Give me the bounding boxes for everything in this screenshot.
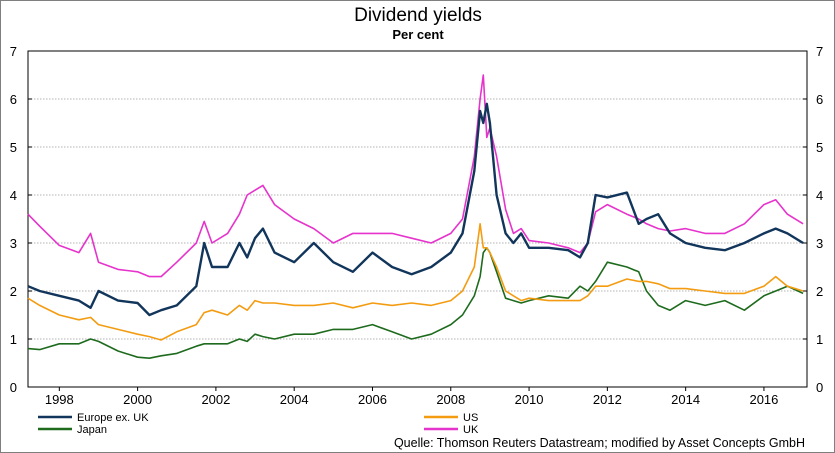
x-axis: 1998 2000 2002 2004 2006 2008 2010 2012 2014 2016 — [45, 387, 778, 407]
series-lines — [27, 74, 804, 360]
gridlines — [28, 98, 807, 340]
y-tick-label-right: 4 — [816, 188, 823, 203]
y-tick-label-left: 0 — [10, 380, 17, 395]
y-tick-label-left: 1 — [10, 332, 17, 347]
series-line-europe-ex-uk — [27, 102, 804, 317]
legend: Europe ex. UK Japan US UK — [38, 412, 479, 436]
chart-subtitle: Per cent — [392, 27, 444, 42]
y-tick-label-left: 6 — [10, 92, 17, 107]
x-tick-label: 1998 — [45, 392, 74, 407]
y-tick-label-left: 7 — [10, 44, 17, 59]
x-tick-label: 2008 — [436, 392, 465, 407]
x-tick-label: 2012 — [593, 392, 622, 407]
y-tick-label-right: 6 — [816, 92, 823, 107]
y-axis-left: 0 1 2 3 4 5 6 7 — [10, 44, 32, 395]
y-tick-label-right: 0 — [816, 380, 823, 395]
x-tick-label: 2002 — [201, 392, 230, 407]
source-note: Quelle: Thomson Reuters Datastream; modi… — [394, 436, 805, 450]
series-line-uk — [27, 74, 804, 278]
y-tick-label-right: 1 — [816, 332, 823, 347]
x-tick-label: 2006 — [358, 392, 387, 407]
legend-label-japan: Japan — [77, 424, 107, 436]
x-tick-label: 2004 — [280, 392, 309, 407]
y-tick-label-left: 3 — [10, 236, 17, 251]
plot-area — [27, 50, 808, 388]
legend-label-europe-ex-uk: Europe ex. UK — [77, 412, 149, 424]
x-tick-label: 2016 — [749, 392, 778, 407]
series-line-japan — [27, 247, 804, 360]
y-tick-label-left: 2 — [10, 284, 17, 299]
chart-title: Dividend yields — [354, 5, 482, 26]
legend-label-us: US — [463, 412, 478, 424]
y-tick-label-left: 4 — [10, 188, 17, 203]
y-tick-label-right: 5 — [816, 140, 823, 155]
y-tick-label-right: 2 — [816, 284, 823, 299]
y-tick-label-right: 7 — [816, 44, 823, 59]
x-tick-label: 2014 — [671, 392, 700, 407]
x-tick-label: 2000 — [123, 392, 152, 407]
y-tick-label-left: 5 — [10, 140, 17, 155]
y-tick-label-right: 3 — [816, 236, 823, 251]
x-tick-label: 2010 — [515, 392, 544, 407]
y-axis-right: 0 1 2 3 4 5 6 7 — [803, 44, 823, 395]
legend-label-uk: UK — [463, 424, 479, 436]
series-line-us — [27, 223, 804, 341]
